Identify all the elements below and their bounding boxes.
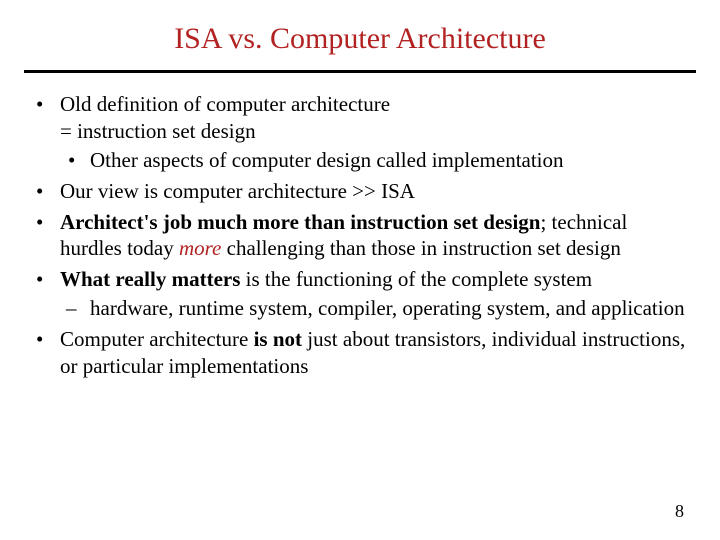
slide-body: Old definition of computer architecture … <box>30 91 690 380</box>
bullet-5-lead: Computer architecture <box>60 327 254 351</box>
bullet-4: What really matters is the functioning o… <box>30 266 690 322</box>
bullet-5: Computer architecture is not just about … <box>30 326 690 380</box>
page-number: 8 <box>675 501 684 522</box>
slide-title: ISA vs. Computer Architecture <box>0 0 720 56</box>
bullet-1-sublist: Other aspects of computer design called … <box>60 147 690 174</box>
bullet-3-em: more <box>179 236 221 260</box>
bullet-list: Old definition of computer architecture … <box>30 91 690 380</box>
bullet-4-sub1-text: hardware, runtime system, compiler, oper… <box>90 296 685 320</box>
bullet-4-sublist: hardware, runtime system, compiler, oper… <box>60 295 690 322</box>
bullet-4-tail: is the functioning of the complete syste… <box>240 267 592 291</box>
bullet-1-line1: Old definition of computer architecture <box>60 92 390 116</box>
bullet-1: Old definition of computer architecture … <box>30 91 690 174</box>
bullet-3: Architect's job much more than instructi… <box>30 209 690 263</box>
bullet-3-strong: Architect's job much more than instructi… <box>60 210 540 234</box>
bullet-4-strong: What really matters <box>60 267 240 291</box>
bullet-3-tail2: challenging than those in instruction se… <box>221 236 621 260</box>
bullet-1-sub1-text: Other aspects of computer design called … <box>90 148 564 172</box>
bullet-5-strong: is not <box>254 327 302 351</box>
bullet-4-sub1: hardware, runtime system, compiler, oper… <box>60 295 690 322</box>
title-rule <box>24 70 696 73</box>
bullet-2-text: Our view is computer architecture >> ISA <box>60 179 415 203</box>
bullet-1-sub1: Other aspects of computer design called … <box>60 147 690 174</box>
slide: ISA vs. Computer Architecture Old defini… <box>0 0 720 540</box>
bullet-2: Our view is computer architecture >> ISA <box>30 178 690 205</box>
bullet-1-line2: = instruction set design <box>60 118 690 145</box>
